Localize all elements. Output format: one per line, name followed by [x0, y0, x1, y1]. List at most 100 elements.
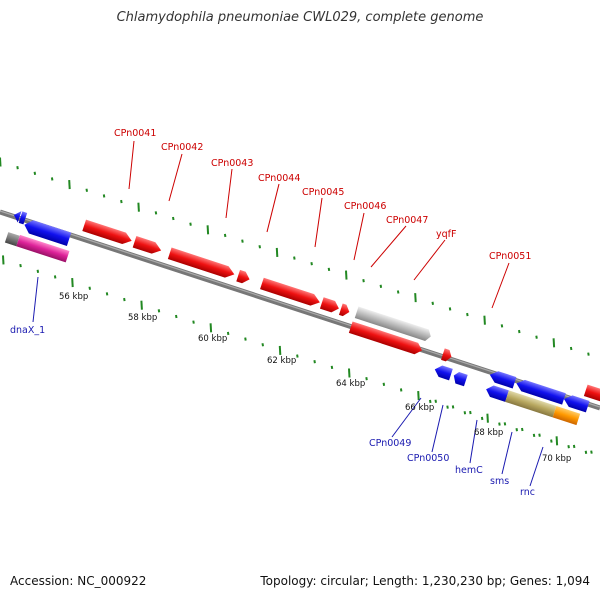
gene-arrow — [319, 297, 339, 313]
tick-mark — [154, 211, 158, 215]
tick-mark — [498, 422, 501, 426]
gene-arrow — [16, 234, 70, 263]
tick-mark — [348, 368, 351, 378]
tick-mark — [515, 428, 518, 432]
tick-mark — [33, 171, 37, 175]
gene-label: CPn0051 — [489, 251, 531, 262]
gene-arrow — [505, 390, 557, 418]
gene-label: rnc — [520, 487, 535, 498]
tick-mark — [535, 335, 538, 339]
gene-arrow — [486, 385, 509, 402]
tick-mark — [429, 399, 432, 404]
tick-mark — [16, 165, 19, 170]
gene-arrow — [441, 348, 452, 362]
tick-mark — [469, 410, 472, 415]
gene-arrow — [167, 247, 235, 278]
tick-mark — [71, 278, 74, 288]
tick-mark — [105, 292, 109, 296]
scale-label: 64 kbp — [336, 379, 365, 389]
gene-label: CPn0049 — [369, 438, 411, 449]
tick-mark — [296, 354, 299, 358]
tick-mark — [500, 324, 504, 328]
gene-arrow — [18, 211, 28, 225]
map-title: Chlamydophila pneumoniae CWL029, complet… — [116, 10, 484, 25]
tick-mark — [275, 247, 279, 257]
scale-label: 68 kbp — [474, 428, 503, 438]
gene-arrow — [24, 220, 72, 246]
tick-mark — [572, 444, 576, 449]
gene-label: sms — [490, 476, 509, 487]
gene-arrow — [434, 365, 453, 381]
tick-mark — [0, 157, 2, 167]
gene-arrow — [132, 236, 162, 254]
gene-label: CPn0047 — [386, 215, 428, 226]
tick-mark — [189, 222, 192, 226]
gene-label: CPn0050 — [407, 453, 449, 464]
gene-arrow — [552, 405, 581, 426]
gene-label: hemC — [455, 465, 483, 476]
gene-arrow — [338, 303, 350, 317]
gene-label: CPn0041 — [114, 128, 156, 139]
tick-mark — [102, 194, 106, 198]
tick-mark — [480, 416, 484, 421]
tick-mark — [330, 365, 334, 370]
tick-mark — [313, 360, 316, 364]
tick-mark — [175, 314, 178, 319]
tick-mark — [53, 275, 57, 279]
tick-mark — [463, 411, 467, 415]
scale-label: 60 kbp — [198, 334, 227, 344]
tick-mark — [434, 399, 437, 403]
gene-arrow — [354, 306, 431, 341]
tick-mark — [466, 312, 469, 317]
gene-label: dnaX_1 — [10, 325, 45, 336]
tick-mark — [223, 233, 227, 238]
tick-mark — [226, 331, 230, 336]
tick-mark — [521, 427, 524, 432]
tick-mark — [172, 216, 175, 221]
tick-mark — [451, 405, 455, 409]
scale-label: 66 kbp — [405, 403, 434, 413]
tick-mark — [209, 323, 213, 333]
tick-mark — [503, 422, 507, 426]
tick-mark — [261, 343, 264, 347]
top-gene-labels: CPn0041 CPn0042 CPn0043 CPn0044 CPn0045 … — [114, 128, 531, 262]
tick-mark — [399, 388, 403, 392]
tick-mark — [206, 225, 210, 235]
tick-mark — [310, 262, 313, 266]
tick-mark — [365, 376, 368, 381]
tick-mark — [518, 329, 521, 334]
gene-arrow — [453, 372, 468, 387]
tick-mark — [241, 239, 244, 243]
scale-labels: 56 kbp 58 kbp 60 kbp 62 kbp 64 kbp 66 kb… — [59, 292, 571, 464]
tick-mark — [486, 413, 489, 423]
tick-mark — [550, 439, 553, 443]
forward-strand-genes — [82, 219, 600, 403]
gene-label: CPn0044 — [258, 173, 300, 184]
reverse-strand-genes — [4, 211, 590, 426]
gene-label: CPn0045 — [302, 187, 344, 198]
tick-mark — [137, 202, 140, 212]
top-callout-lines — [128, 140, 510, 309]
tick-mark — [590, 450, 593, 454]
tick-mark — [345, 270, 348, 280]
tick-mark — [448, 307, 452, 311]
scale-label: 62 kbp — [267, 356, 296, 366]
gene-arrow — [82, 219, 132, 245]
tick-mark — [483, 315, 486, 325]
tick-mark — [278, 345, 282, 355]
gene-arrow — [236, 269, 250, 284]
gene-label: CPn0043 — [211, 158, 253, 169]
gene-arrow — [489, 371, 517, 389]
gene-arrow — [13, 211, 22, 223]
tick-mark — [567, 445, 570, 449]
tick-mark — [362, 279, 365, 283]
tick-mark — [68, 180, 71, 190]
strand-tick-marks — [0, 157, 593, 454]
gene-arrow — [348, 321, 423, 355]
gene-arrow — [4, 232, 20, 247]
tick-mark — [587, 352, 590, 356]
tick-mark — [446, 405, 449, 409]
tick-mark — [88, 286, 91, 290]
tick-mark — [157, 309, 161, 313]
